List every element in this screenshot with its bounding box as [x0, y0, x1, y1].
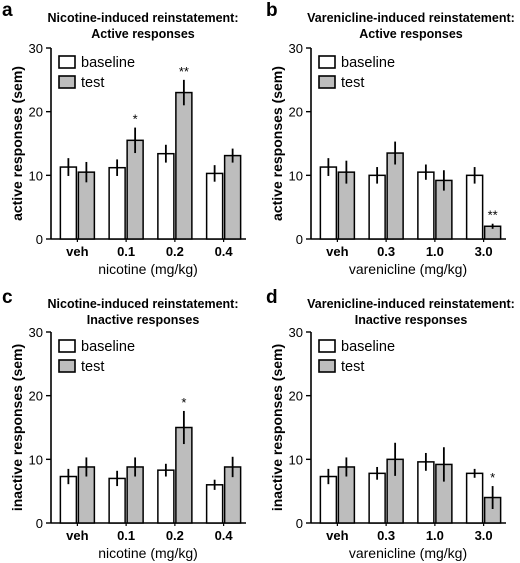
bar-baseline	[157, 152, 175, 240]
legend-swatch-baseline	[58, 55, 76, 69]
legend-swatch-baseline	[58, 339, 76, 353]
y-tick-label: 30	[289, 325, 303, 340]
bar-baseline	[368, 174, 386, 240]
y-tick-label: 10	[289, 452, 303, 467]
legend-label: test	[341, 359, 364, 375]
bar-baseline	[59, 166, 78, 240]
legend-swatch-baseline	[318, 55, 336, 69]
y-tick-label: 10	[29, 168, 43, 183]
y-tick-label: 0	[36, 516, 43, 531]
bar-test	[175, 91, 193, 240]
x-tick-label: 0.3	[377, 528, 395, 543]
x-tick-label: veh	[326, 528, 348, 543]
significance-marker: *	[133, 112, 138, 127]
chart-title-line: Nicotine-induced reinstatement:	[48, 11, 239, 25]
bar-baseline	[417, 461, 435, 524]
panel-letter: d	[266, 287, 278, 308]
panel-letter: b	[266, 0, 278, 21]
x-tick-label: 1.0	[426, 528, 444, 543]
x-axis-label: nicotine (mg/kg)	[98, 261, 198, 277]
y-tick-label: 30	[289, 41, 303, 56]
bar-baseline	[157, 469, 175, 524]
chart-panel-d: d Varenicline-induced reinstatement: Inact…	[266, 287, 515, 561]
chart-title-line: Inactive responses	[355, 313, 468, 327]
y-tick-label: 20	[289, 389, 303, 404]
y-tick-label: 30	[29, 325, 43, 340]
panel-letter: c	[2, 287, 13, 308]
y-tick-label: 0	[296, 232, 303, 247]
x-tick-label: 3.0	[475, 244, 493, 259]
x-tick-label: 0.3	[377, 244, 395, 259]
legend-swatch-test	[318, 75, 336, 89]
bar-baseline	[205, 172, 224, 240]
x-axis-label: varenicline (mg/kg)	[349, 545, 467, 561]
legend-label: test	[81, 75, 104, 91]
chart-title-line: Varenicline-induced reinstatement:	[307, 297, 515, 311]
chart-title-line: Varenicline-induced reinstatement:	[307, 11, 515, 25]
legend-swatch-baseline	[318, 339, 336, 353]
y-tick-label: 20	[29, 105, 43, 120]
bar-baseline	[465, 472, 484, 524]
x-axis-label: nicotine (mg/kg)	[98, 545, 198, 561]
x-tick-label: 0.2	[166, 244, 184, 259]
panel-letter: a	[2, 0, 13, 21]
y-tick-label: 10	[29, 452, 43, 467]
y-axis-label: active responses (sem)	[269, 66, 285, 221]
x-tick-label: 0.1	[117, 244, 135, 259]
legend-label: baseline	[81, 55, 135, 71]
legend-label: test	[81, 359, 104, 375]
y-tick-label: 0	[36, 232, 43, 247]
chart-title-line: Nicotine-induced reinstatement:	[48, 297, 239, 311]
bar-baseline	[205, 484, 224, 524]
chart-title-line: Inactive responses	[87, 313, 200, 327]
y-tick-label: 0	[296, 516, 303, 531]
significance-marker: *	[181, 395, 186, 410]
y-tick-label: 20	[29, 389, 43, 404]
bar-test	[386, 152, 404, 240]
legend-label: baseline	[341, 339, 395, 355]
y-axis-label: inactive responses (sem)	[269, 344, 285, 511]
legend-swatch-test	[58, 359, 76, 373]
bar-test	[223, 154, 242, 240]
legend-swatch-test	[58, 75, 76, 89]
significance-marker: **	[179, 64, 189, 79]
x-tick-label: 0.2	[166, 528, 184, 543]
x-tick-label: 3.0	[475, 528, 493, 543]
y-tick-label: 30	[29, 41, 43, 56]
chart-title-line: Active responses	[91, 27, 195, 41]
legend-label: baseline	[341, 55, 395, 71]
legend-swatch-test	[318, 359, 336, 373]
bar-baseline	[319, 166, 338, 240]
x-tick-label: veh	[66, 244, 88, 259]
chart-panel-c: c Nicotine-induced reinstatement: Inactive…	[2, 287, 246, 561]
bar-baseline	[368, 472, 386, 524]
x-tick-label: 1.0	[426, 244, 444, 259]
legend-label: test	[341, 75, 364, 91]
significance-marker: **	[488, 208, 498, 223]
bar-test	[126, 139, 144, 240]
legend-label: baseline	[81, 339, 135, 355]
chart-panel-a: a Nicotine-induced reinstatement: Active r…	[2, 0, 246, 277]
y-tick-label: 20	[289, 105, 303, 120]
x-tick-label: 0.4	[215, 244, 234, 259]
chart-title-line: Active responses	[359, 27, 463, 41]
chart-panel-b: b Varenicline-induced reinstatement: Activ…	[266, 0, 515, 277]
bar-baseline	[465, 174, 484, 240]
bar-baseline	[417, 171, 435, 240]
x-tick-label: veh	[66, 528, 88, 543]
significance-marker: *	[490, 470, 495, 485]
y-tick-label: 10	[289, 168, 303, 183]
x-tick-label: veh	[326, 244, 348, 259]
y-axis-label: inactive responses (sem)	[9, 344, 25, 511]
x-axis-label: varenicline (mg/kg)	[349, 261, 467, 277]
y-axis-label: active responses (sem)	[9, 66, 25, 221]
x-tick-label: 0.1	[117, 528, 135, 543]
bar-baseline	[108, 166, 126, 240]
x-tick-label: 0.4	[215, 528, 234, 543]
